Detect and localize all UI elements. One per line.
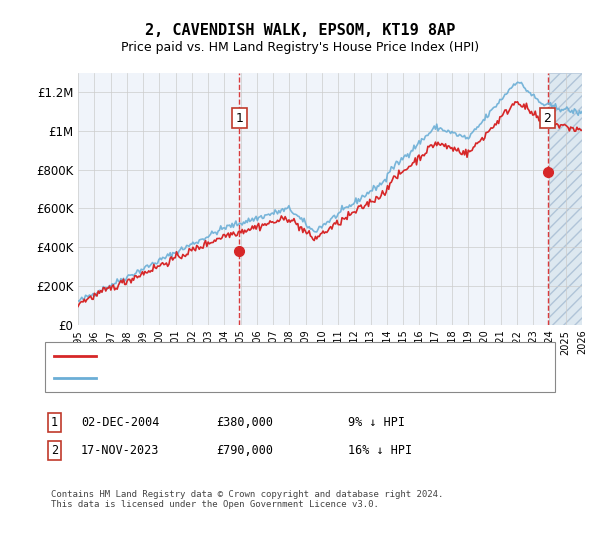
- Text: 2, CAVENDISH WALK, EPSOM, KT19 8AP (detached house): 2, CAVENDISH WALK, EPSOM, KT19 8AP (deta…: [102, 351, 446, 361]
- Bar: [550, 73, 582, 325]
- Text: 16% ↓ HPI: 16% ↓ HPI: [348, 444, 412, 458]
- Text: Contains HM Land Registry data © Crown copyright and database right 2024.
This d: Contains HM Land Registry data © Crown c…: [51, 490, 443, 510]
- Text: 17-NOV-2023: 17-NOV-2023: [81, 444, 160, 458]
- Text: 02-DEC-2004: 02-DEC-2004: [81, 416, 160, 430]
- Text: £380,000: £380,000: [216, 416, 273, 430]
- Text: 2: 2: [51, 444, 58, 458]
- Text: 2: 2: [544, 111, 551, 125]
- Text: Price paid vs. HM Land Registry's House Price Index (HPI): Price paid vs. HM Land Registry's House …: [121, 41, 479, 54]
- Text: 1: 1: [235, 111, 243, 125]
- Text: 1: 1: [51, 416, 58, 430]
- Text: HPI: Average price, detached house, Epsom and Ewell: HPI: Average price, detached house, Epso…: [102, 373, 446, 383]
- Text: £790,000: £790,000: [216, 444, 273, 458]
- Text: 9% ↓ HPI: 9% ↓ HPI: [348, 416, 405, 430]
- Text: 2, CAVENDISH WALK, EPSOM, KT19 8AP: 2, CAVENDISH WALK, EPSOM, KT19 8AP: [145, 24, 455, 38]
